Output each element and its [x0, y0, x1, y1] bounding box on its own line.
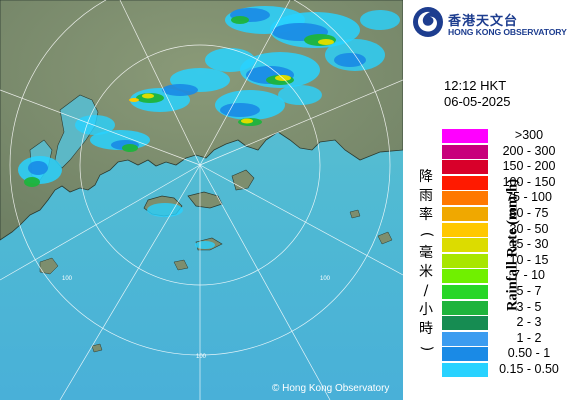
outlying-island-3	[91, 343, 103, 353]
range-ring-label-south: 100	[196, 354, 207, 360]
legend-title-zh-char: )	[418, 345, 435, 352]
observatory-swirl-icon	[413, 7, 443, 37]
legend-swatch	[442, 129, 488, 143]
outlying-island-1	[39, 257, 59, 275]
observation-time: 12:12 HKT	[444, 78, 507, 93]
legend-label: 1 - 2	[516, 330, 542, 345]
legend-item: 200 - 300	[442, 144, 574, 160]
legend-item: 30 - 50	[442, 222, 574, 238]
legend-item: 10 - 15	[442, 253, 574, 269]
legend-swatch	[442, 222, 488, 237]
legend-label: >300	[514, 128, 544, 142]
legend-label: 75 - 100	[506, 190, 552, 205]
legend-item: 5 - 7	[442, 284, 574, 300]
legend-title-zh-char: 雨	[419, 188, 433, 204]
legend-title-zh-char: 毫	[419, 245, 433, 261]
legend-swatch	[442, 269, 488, 284]
observation-date: 06-05-2025	[444, 94, 511, 109]
radar-map: 100 100 100 © Hong Kong Observatory	[0, 0, 403, 400]
legend-panel: 香港天文台 HONG KONG OBSERVATORY 12:12 HKT 06…	[403, 0, 577, 400]
observatory-logo: 香港天文台 HONG KONG OBSERVATORY	[412, 6, 577, 40]
legend-swatch	[442, 206, 488, 221]
range-ring-label-west: 100	[62, 276, 73, 282]
legend-swatch	[442, 362, 488, 377]
legend-title-zh-char: 時	[419, 321, 433, 337]
outlying-island-4	[377, 231, 393, 245]
legend-swatch	[442, 253, 488, 268]
legend-title-zh-char: (	[418, 231, 435, 238]
legend-swatch	[442, 175, 488, 190]
legend-swatch	[442, 284, 488, 299]
legend-label: 200 - 300	[502, 143, 556, 158]
legend-label: 150 - 200	[502, 159, 556, 174]
range-rings	[0, 0, 403, 400]
legend-swatch	[442, 300, 488, 315]
legend-item: 100 - 150	[442, 175, 574, 191]
legend-item: 1 - 2	[442, 331, 574, 347]
org-name-zh: 香港天文台	[448, 14, 519, 29]
outlying-island-2	[173, 259, 189, 271]
org-name-en: HONG KONG OBSERVATORY	[448, 27, 567, 37]
legend-label: 0.50 - 1	[507, 346, 551, 361]
legend-label: 30 - 50	[509, 221, 549, 236]
legend-label: 0.15 - 0.50	[499, 361, 559, 376]
legend-label: 3 - 5	[516, 299, 542, 314]
legend-item: >300	[442, 128, 574, 144]
legend-title-zh-char: /	[423, 283, 429, 299]
legend-swatch	[442, 331, 488, 346]
legend-swatch	[442, 160, 488, 175]
legend-title-zh: 降雨率 ( 毫米 / 小時)	[417, 168, 435, 358]
outlying-island-5	[349, 209, 361, 219]
legend-swatch	[442, 238, 488, 253]
range-ring-label-east: 100	[320, 276, 331, 282]
legend-swatch	[442, 316, 488, 331]
legend-swatch	[442, 347, 488, 362]
legend-title-zh-char: 率	[419, 207, 433, 223]
legend-item: 2 - 3	[442, 315, 574, 331]
legend-label: 7 - 10	[513, 268, 545, 283]
legend-item: 0.50 - 1	[442, 346, 574, 362]
rainfall-legend: >300 200 - 300 150 - 200 100 - 150 75 - 100 5…	[442, 128, 574, 378]
legend-item: 0.15 - 0.50	[442, 362, 574, 378]
radar-echoes	[18, 6, 400, 249]
legend-item: 50 - 75	[442, 206, 574, 222]
legend-item: 150 - 200	[442, 159, 574, 175]
legend-title-zh-char: 降	[419, 169, 433, 185]
legend-label: 2 - 3	[516, 315, 542, 330]
legend-label: 5 - 7	[516, 283, 542, 298]
legend-item: 15 - 30	[442, 237, 574, 253]
copyright-notice: © Hong Kong Observatory	[272, 383, 390, 394]
hong-kong-island	[187, 191, 223, 209]
legend-label: 10 - 15	[509, 252, 549, 267]
legend-swatch	[442, 191, 488, 206]
legend-title-zh-char: 小	[419, 302, 433, 318]
legend-item: 3 - 5	[442, 300, 574, 316]
legend-title-zh-char: 米	[419, 264, 433, 280]
legend-label: 15 - 30	[509, 237, 549, 252]
legend-label: 100 - 150	[502, 174, 556, 189]
legend-swatch	[442, 144, 488, 159]
estuary-channel	[54, 94, 99, 169]
radar-map-canvas: 100 100 100	[0, 0, 403, 400]
legend-item: 75 - 100	[442, 190, 574, 206]
legend-item: 7 - 10	[442, 268, 574, 284]
legend-label: 50 - 75	[509, 205, 549, 220]
